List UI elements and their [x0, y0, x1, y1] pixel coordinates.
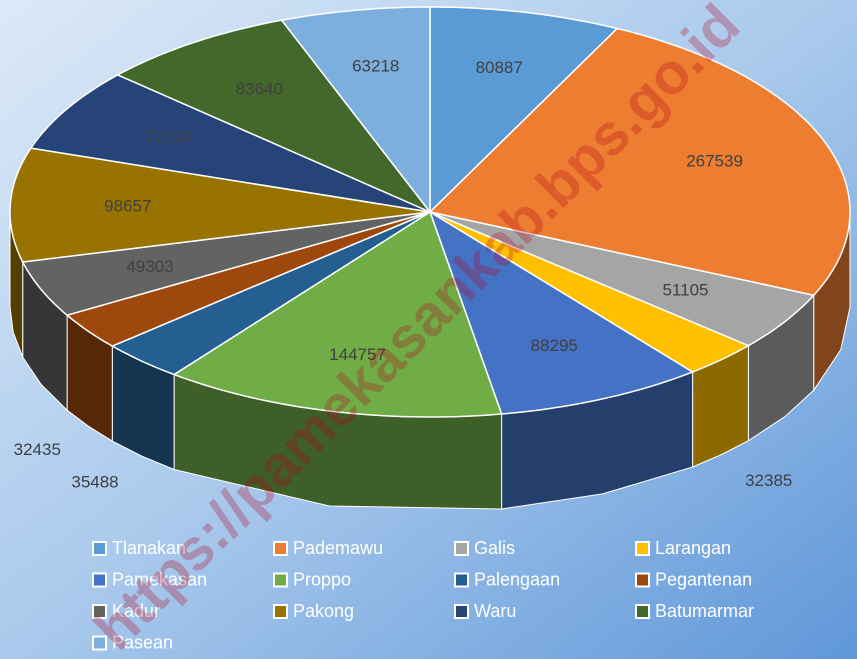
legend-label: Palengaan [474, 569, 560, 589]
pie-slice [115, 19, 431, 213]
data-label: 144757 [329, 345, 386, 364]
legend-label: Pegantenan [655, 569, 752, 589]
pie-slice [429, 6, 619, 214]
legend-swatch [273, 541, 288, 556]
legend-label: Pasean [112, 632, 173, 652]
legend-swatch [454, 541, 469, 556]
legend-swatch [454, 604, 469, 619]
data-label: 32435 [14, 440, 61, 459]
legend-label: Larangan [655, 538, 731, 558]
pie-slice [21, 211, 431, 317]
pie-slice [429, 211, 816, 347]
data-label: 63218 [352, 56, 399, 75]
pie-slice [280, 6, 431, 215]
data-label: 32385 [745, 471, 792, 490]
legend-label: Waru [474, 601, 516, 621]
pie-slice [110, 211, 431, 376]
legend-swatch [454, 572, 469, 588]
data-label: 35488 [71, 472, 118, 491]
legend-label: Tlanakan [112, 538, 186, 558]
legend-swatch [273, 604, 288, 619]
data-label: 88295 [531, 336, 578, 355]
pie-slice [172, 210, 503, 418]
data-label: 267539 [686, 152, 743, 171]
data-label: 72724 [145, 128, 192, 147]
legend-label: Galis [474, 538, 515, 558]
legend-swatch [92, 541, 107, 556]
pie-slice [29, 74, 431, 213]
legend-swatch [92, 572, 107, 588]
data-label: 51105 [662, 280, 708, 299]
legend-swatch [635, 572, 650, 588]
legend-swatch [273, 572, 288, 588]
legend-label: Pamekasan [112, 569, 207, 589]
pie-slice [428, 210, 695, 415]
legend-label: Proppo [293, 569, 351, 589]
pie-tops [9, 6, 851, 418]
legend-label: Kadur [112, 601, 160, 621]
legend-swatch [92, 604, 107, 619]
data-label: 80887 [476, 58, 523, 77]
pie-slice [9, 147, 431, 263]
legend: Tlanakan Pademawu Galis Larangan Pamekasan Pr… [92, 538, 754, 652]
legend-swatch [635, 541, 650, 556]
pie-slice [429, 211, 751, 373]
pie-slice [65, 211, 431, 347]
legend-swatch [635, 604, 650, 619]
pie-slice [428, 27, 851, 297]
data-labels: 80887 267539 51105 32385 88295 144757 35488 324… [14, 56, 793, 491]
data-label: 83640 [236, 80, 283, 99]
legend-label: Batumarmar [655, 601, 754, 621]
data-label: 49303 [126, 257, 173, 276]
legend-label: Pademawu [293, 538, 383, 558]
legend-label: Pakong [293, 601, 354, 621]
legend-swatch [92, 635, 107, 651]
data-label: 98657 [104, 196, 151, 215]
